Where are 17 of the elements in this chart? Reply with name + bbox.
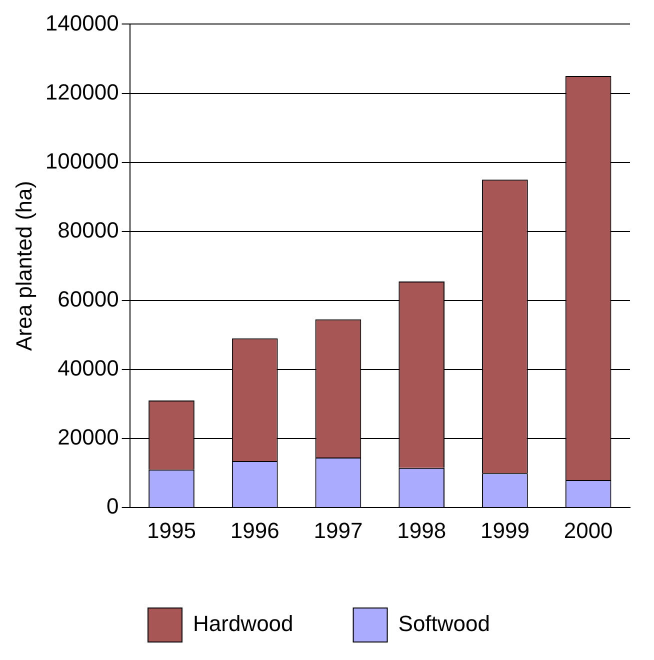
y-tick-label: 140000 [45, 10, 119, 36]
x-tick-label: 1999 [480, 518, 530, 543]
x-tick-label: 1997 [314, 518, 363, 543]
y-tick-label: 60000 [58, 286, 119, 312]
y-tick-label: 40000 [58, 356, 119, 381]
y-tick-label: 100000 [45, 148, 119, 174]
y-tick-label: 0 [106, 494, 119, 519]
y-tick-label: 80000 [58, 217, 119, 242]
y-tick-label: 20000 [58, 424, 119, 450]
x-tick-label: 1998 [397, 518, 446, 543]
legend-label: Softwood [398, 611, 490, 636]
x-tick-label: 1996 [230, 518, 280, 543]
y-tick-label: 120000 [45, 79, 119, 104]
x-tick-label: 2000 [564, 518, 613, 543]
legend-label: Hardwood [192, 611, 294, 636]
x-tick-label: 1995 [147, 518, 196, 543]
y-axis-title: Area planted (ha) [11, 180, 36, 351]
